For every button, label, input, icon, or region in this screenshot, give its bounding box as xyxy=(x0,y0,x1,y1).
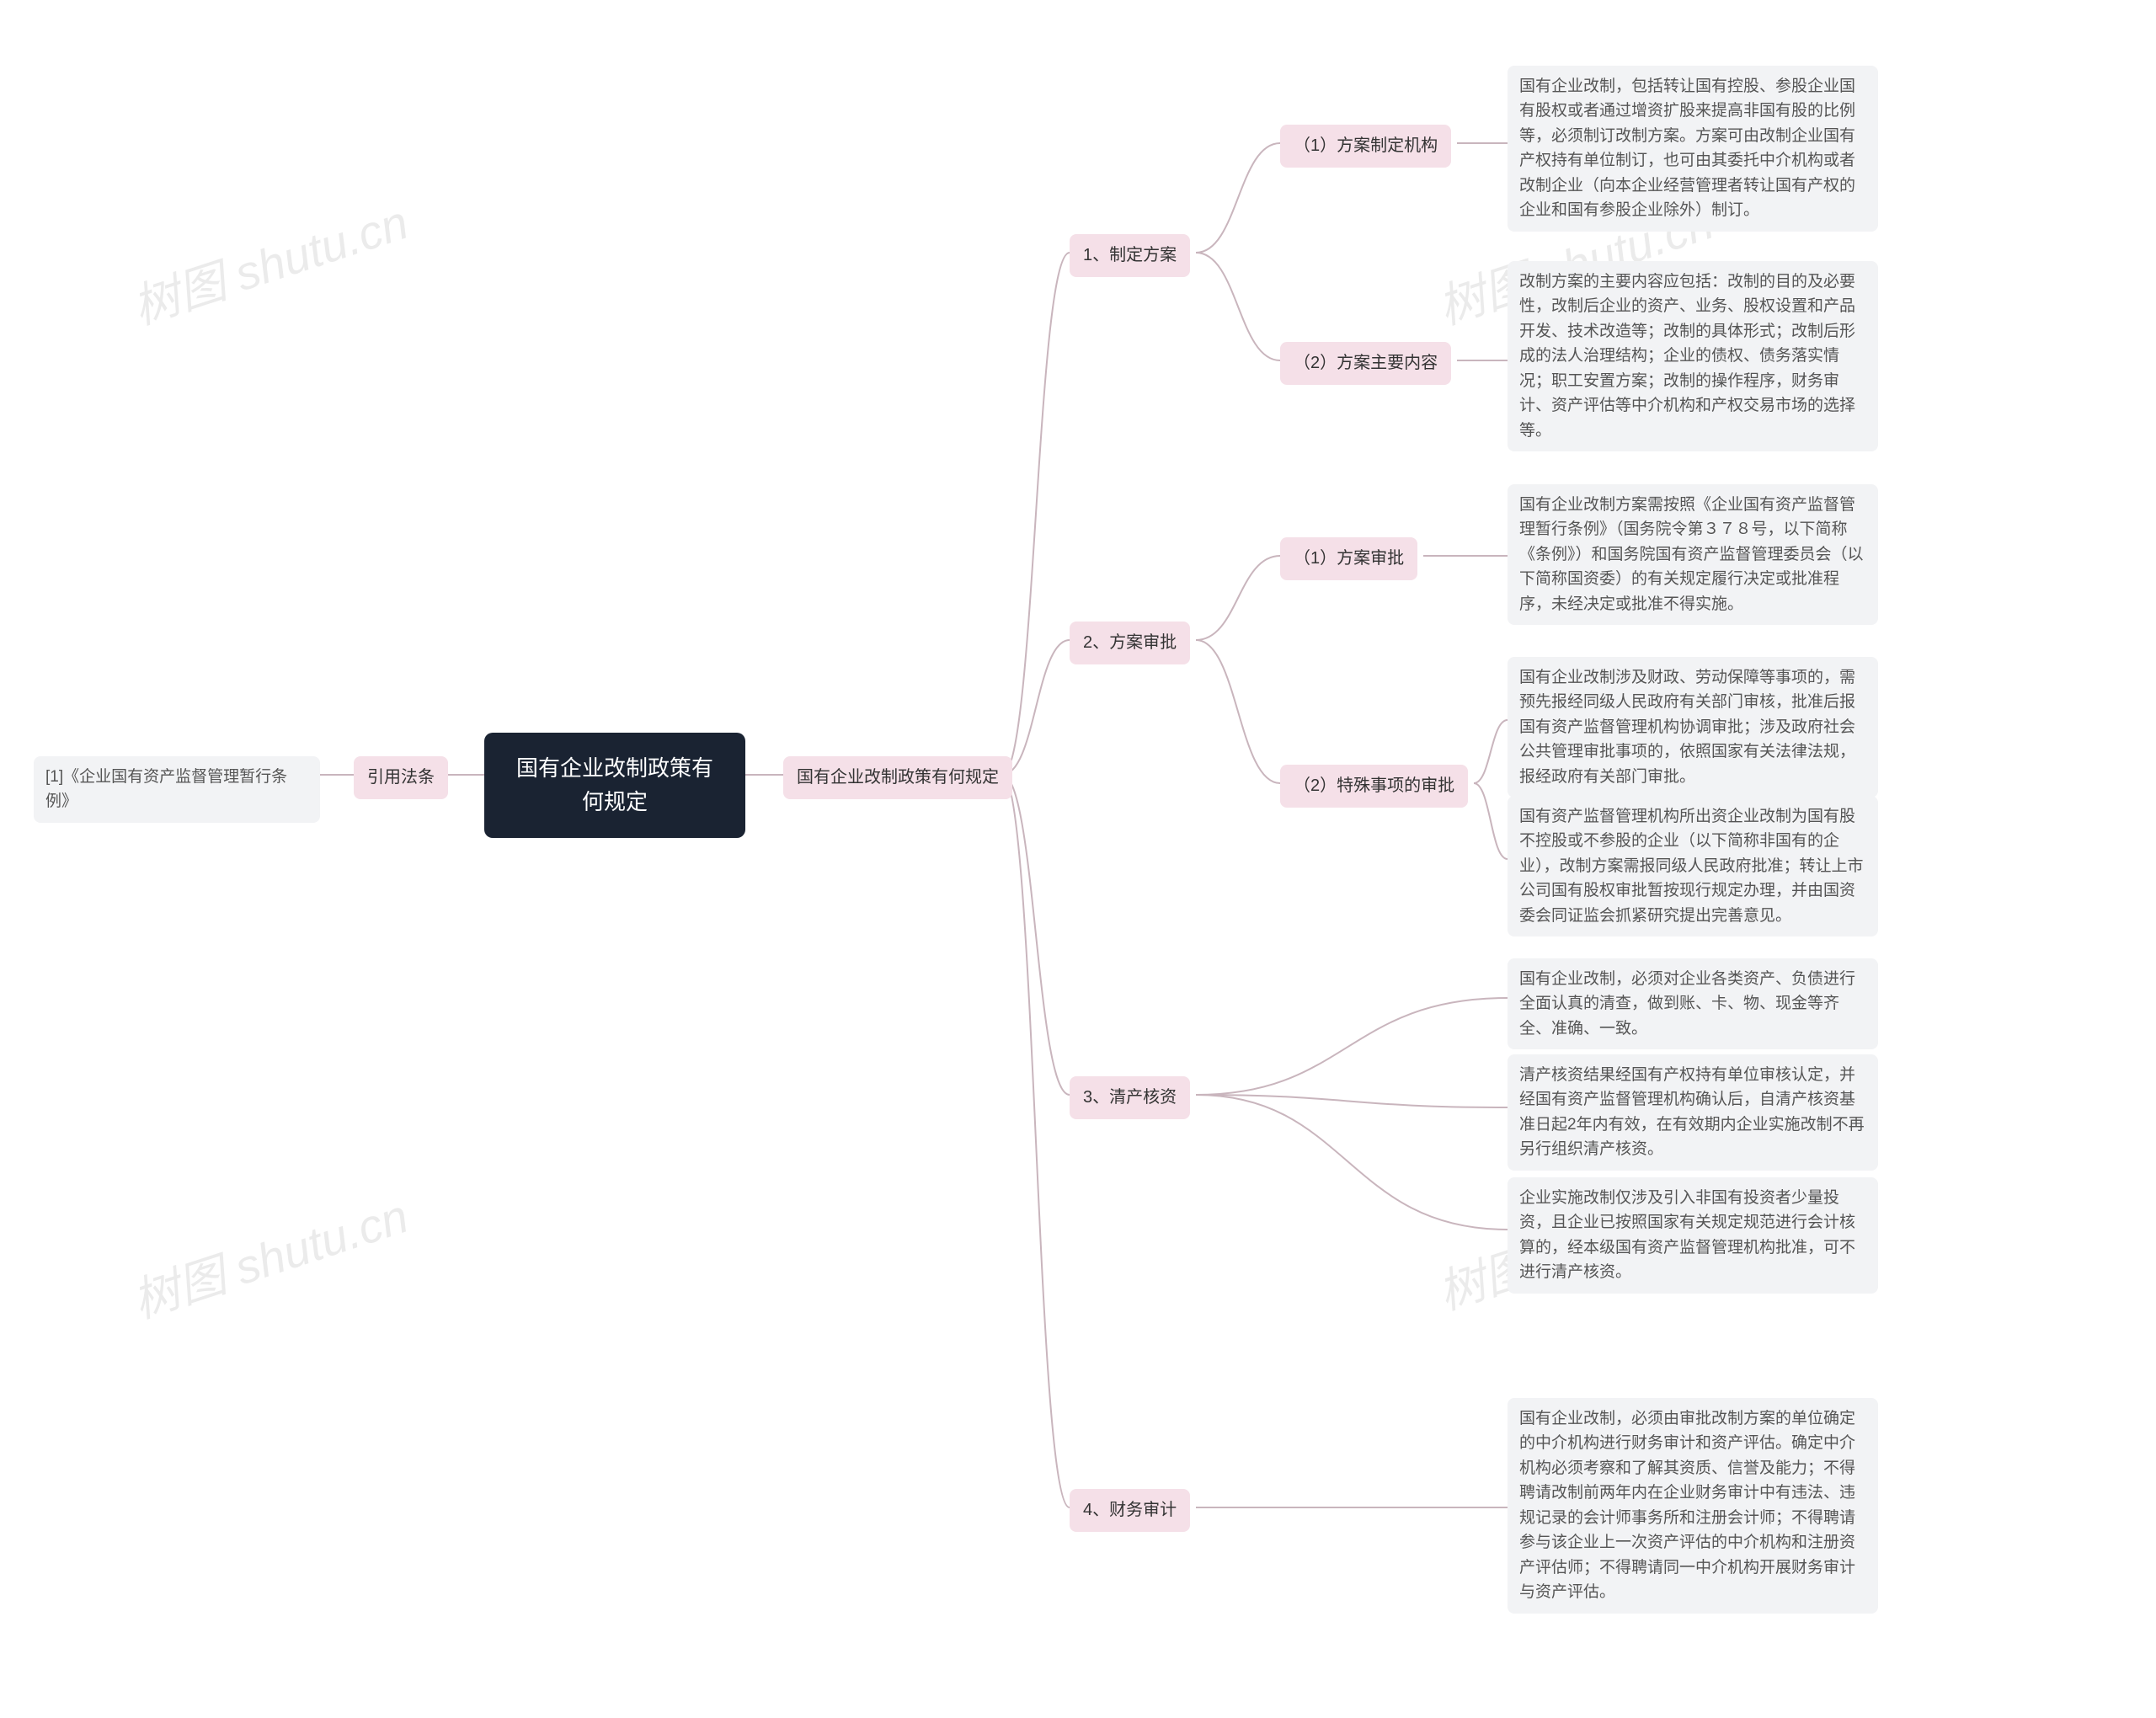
s3-label: 3、清产核资 xyxy=(1070,1076,1190,1119)
s2-label: 2、方案审批 xyxy=(1070,622,1190,664)
watermark: 树图 shutu.cn xyxy=(123,1179,416,1332)
s2b-label: （2）特殊事项的审批 xyxy=(1280,765,1468,808)
watermark: 树图 shutu.cn xyxy=(123,185,416,339)
s2b-leaf2: 国有资产监督管理机构所出资企业改制为国有股不控股或不参股的企业（以下简称非国有的… xyxy=(1508,796,1878,936)
s2a-label: （1）方案审批 xyxy=(1280,537,1417,580)
s3-leaf3: 企业实施改制仅涉及引入非国有投资者少量投资，且企业已按照国家有关规定规范进行会计… xyxy=(1508,1177,1878,1294)
s4-leaf: 国有企业改制，必须由审批改制方案的单位确定的中介机构进行财务审计和资产评估。确定… xyxy=(1508,1398,1878,1614)
root-node: 国有企业改制政策有何规定 xyxy=(484,733,745,838)
s4-label: 4、财务审计 xyxy=(1070,1489,1190,1532)
s3-leaf1: 国有企业改制，必须对企业各类资产、负债进行全面认真的清查，做到账、卡、物、现金等… xyxy=(1508,958,1878,1049)
left-l1: 引用法条 xyxy=(354,756,448,799)
s1-label: 1、制定方案 xyxy=(1070,234,1190,277)
s1b-leaf: 改制方案的主要内容应包括：改制的目的及必要性，改制后企业的资产、业务、股权设置和… xyxy=(1508,261,1878,451)
s2b-leaf1: 国有企业改制涉及财政、劳动保障等事项的，需预先报经同级人民政府有关部门审核，批准… xyxy=(1508,657,1878,798)
s1b-label: （2）方案主要内容 xyxy=(1280,342,1451,385)
left-l1-leaf: [1]《企业国有资产监督管理暂行条例》 xyxy=(34,756,320,823)
s2a-leaf: 国有企业改制方案需按照《企业国有资产监督管理暂行条例》（国务院令第３７８号，以下… xyxy=(1508,484,1878,625)
s1a-label: （1）方案制定机构 xyxy=(1280,125,1451,168)
right-r1: 国有企业改制政策有何规定 xyxy=(783,756,1012,799)
s1a-leaf: 国有企业改制，包括转让国有控股、参股企业国有股权或者通过增资扩股来提高非国有股的… xyxy=(1508,66,1878,232)
s3-leaf2: 清产核资结果经国有产权持有单位审核认定，并经国有资产监督管理机构确认后，自清产核… xyxy=(1508,1054,1878,1171)
